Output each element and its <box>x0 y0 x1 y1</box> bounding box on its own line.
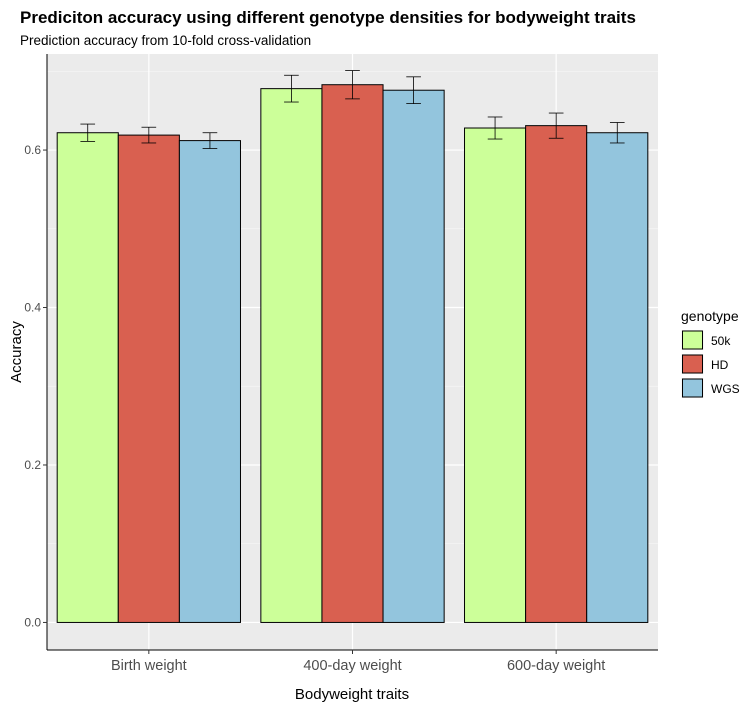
error-bar <box>345 70 360 100</box>
y-tick-label: 0.2 <box>24 458 41 472</box>
error-bar <box>548 112 564 139</box>
error-bars <box>80 70 625 149</box>
y-tick-label: 0.0 <box>24 615 41 629</box>
error-bar <box>406 76 421 105</box>
legend-label: WGS <box>711 382 740 396</box>
bar <box>321 84 384 623</box>
legend-item: WGS <box>681 378 740 398</box>
y-axis-title: Accuracy <box>8 321 25 383</box>
bar <box>464 127 527 623</box>
bar <box>260 88 323 623</box>
legend-title: genotype <box>681 308 739 324</box>
error-bar <box>141 126 157 144</box>
x-tick-label: 400-day weight <box>303 658 401 674</box>
bar <box>117 134 180 623</box>
chart-subtitle: Prediction accuracy from 10-fold cross-v… <box>20 33 311 48</box>
bar <box>56 132 119 623</box>
error-bar <box>284 74 299 103</box>
error-bar <box>80 123 96 142</box>
y-tick-labels: 0.0 0.2 0.4 0.6 <box>24 143 41 629</box>
x-tick-labels: Birth weight 400-day weight 600-day weight <box>111 658 605 674</box>
legend-swatch <box>682 354 703 374</box>
axes <box>43 54 658 654</box>
bar <box>178 140 241 623</box>
x-axis-title: Bodyweight traits <box>295 686 409 703</box>
bar <box>586 132 649 623</box>
legend-item: 50k <box>681 330 731 350</box>
legend: genotype 50k HD WGS <box>681 308 740 398</box>
legend-swatch <box>682 330 703 350</box>
legend-label: HD <box>711 358 729 372</box>
y-tick-label: 0.6 <box>24 143 41 157</box>
y-tick-label: 0.4 <box>24 301 41 315</box>
legend-label: 50k <box>711 334 731 348</box>
bar <box>525 125 588 623</box>
legend-swatch <box>682 378 703 398</box>
chart-title: Prediciton accuracy using different geno… <box>20 8 636 27</box>
bar <box>382 89 445 623</box>
x-tick-label: Birth weight <box>111 658 187 674</box>
error-bar <box>202 132 218 149</box>
legend-item: HD <box>681 354 729 374</box>
error-bar <box>609 122 625 144</box>
x-tick-label: 600-day weight <box>507 658 605 674</box>
legend-items: 50k HD WGS <box>681 330 740 398</box>
bars <box>56 84 649 623</box>
error-bar <box>487 116 503 140</box>
